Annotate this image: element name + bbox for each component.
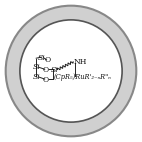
Circle shape	[6, 6, 136, 136]
Text: Si: Si	[51, 66, 59, 74]
Text: O: O	[42, 76, 49, 84]
Text: Si: Si	[32, 73, 40, 81]
Text: Si: Si	[32, 63, 40, 71]
Text: O: O	[42, 66, 49, 74]
Text: Si: Si	[37, 54, 45, 61]
Text: O: O	[44, 56, 51, 64]
Text: NH: NH	[74, 58, 87, 66]
Circle shape	[20, 20, 122, 122]
Text: (CpR₅)RuR'₂₋ₙR"ₙ: (CpR₅)RuR'₂₋ₙR"ₙ	[53, 73, 111, 81]
